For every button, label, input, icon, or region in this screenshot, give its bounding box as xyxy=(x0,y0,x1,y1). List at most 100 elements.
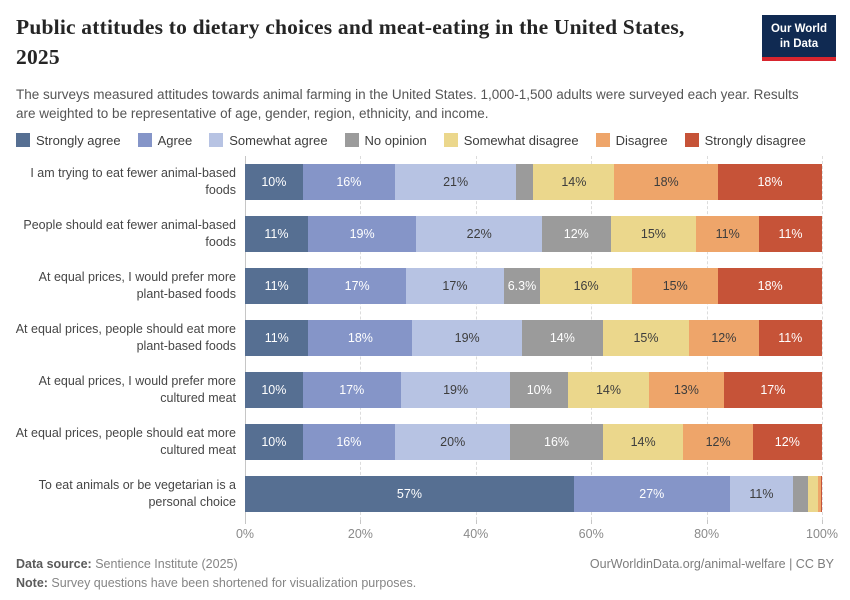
bar-segment-somewhat-disagree xyxy=(807,475,818,512)
row-label: I am trying to eat fewer animal-based fo… xyxy=(30,166,236,197)
legend-swatch-icon xyxy=(209,133,224,148)
category-labels: I am trying to eat fewer animal-based fo… xyxy=(14,156,245,544)
axis-tick-label: 100% xyxy=(806,526,838,541)
axis-tickmark xyxy=(591,519,593,524)
legend-item-strongly-agree: Strongly agree xyxy=(16,133,121,148)
bar-segment-somewhat-disagree: 15% xyxy=(602,319,690,356)
legend-item-strongly-disagree: Strongly disagree xyxy=(684,132,806,148)
bar-segment-strongly-agree: 11% xyxy=(245,319,309,356)
legend: Strongly agree Agree Somewhat agree No opin… xyxy=(0,133,850,148)
bar-row-1: 10% 16% 21% 14% 18% 18% xyxy=(245,156,822,208)
legend-label: Disagree xyxy=(615,132,668,148)
chart-subtitle: The surveys measured attitudes towards a… xyxy=(16,87,799,122)
owid-logo-line2: in Data xyxy=(779,37,819,50)
stacked-bar: 10% 16% 20% 16% 14% 12% 12% xyxy=(245,423,822,460)
legend-item-agree: Agree xyxy=(137,132,193,148)
bar-segment-strongly-disagree: 11% xyxy=(758,319,822,356)
legend-swatch-icon xyxy=(137,133,152,148)
note: Note: Survey questions have been shorten… xyxy=(16,576,416,590)
owid-logo: Our World in Data xyxy=(761,15,836,61)
footer: Data source: Sentience Institute (2025) … xyxy=(0,557,850,595)
bar-row-3: 11% 17% 17% 6.3% 16% 15% 18% xyxy=(245,260,822,312)
bar-segment-strongly-agree: 10% xyxy=(245,423,303,460)
page-title: Public attitudes to dietary choices and … xyxy=(16,15,685,69)
data-source-value: Sentience Institute (2025) xyxy=(95,556,238,571)
axis-tick-label: 80% xyxy=(694,526,720,541)
stacked-bar-chart: I am trying to eat fewer animal-based fo… xyxy=(0,155,850,544)
bar-segment-somewhat-agree: 19% xyxy=(412,319,522,356)
legend-item-somewhat-agree: Somewhat agree xyxy=(209,132,328,148)
axis-tick-label: 40% xyxy=(463,526,489,541)
row-label: At equal prices, people should eat more … xyxy=(15,322,236,353)
axis-tickmark xyxy=(475,519,477,524)
stacked-bar: 11% 17% 17% 6.3% 16% 15% 18% xyxy=(245,267,822,304)
bar-segment-somewhat-agree: 11% xyxy=(729,475,794,512)
bar-segment-somewhat-disagree: 14% xyxy=(568,371,649,408)
bar-segment-strongly-disagree: 12% xyxy=(752,423,822,460)
legend-item-somewhat-disagree: Somewhat disagree xyxy=(443,133,579,148)
stacked-bar: 11% 19% 22% 12% 15% 11% 11% xyxy=(245,215,822,252)
bar-segment-disagree: 12% xyxy=(689,319,759,356)
gridline xyxy=(822,155,823,520)
bar-segment-no-opinion: 6.3% xyxy=(503,267,541,304)
x-axis: 0% 20% 40% 60% 80% 100% xyxy=(236,519,838,544)
axis-tick-label: 60% xyxy=(578,526,604,541)
bar-segment-no-opinion: 16% xyxy=(510,423,603,460)
bar-segment-no-opinion xyxy=(516,163,534,200)
owid-logo-line1: Our World xyxy=(770,23,827,35)
bar-segment-agree: 18% xyxy=(308,319,413,356)
bar-segment-disagree: 18% xyxy=(614,163,719,200)
bar-segment-no-opinion xyxy=(793,475,808,512)
bar-segment-agree: 16% xyxy=(302,163,395,200)
bar-segment-somewhat-disagree: 14% xyxy=(602,423,684,460)
bar-segment-disagree: 13% xyxy=(648,371,724,408)
row-label: To eat animals or be vegetarian is a per… xyxy=(38,478,236,509)
bar-row-7: 57% 27% 11% xyxy=(245,468,822,520)
legend-item-disagree: Disagree xyxy=(595,132,668,148)
legend-swatch-icon xyxy=(684,133,699,148)
axis-tick-label: 20% xyxy=(347,526,373,541)
note-value: Survey questions have been shortened for… xyxy=(51,575,417,590)
bar-segment-somewhat-agree: 22% xyxy=(416,215,543,252)
bar-segment-disagree: 15% xyxy=(632,267,719,304)
row-label: People should eat fewer animal-based foo… xyxy=(23,218,236,249)
bar-segment-disagree: 11% xyxy=(696,215,760,252)
bar-segment-somewhat-disagree: 16% xyxy=(540,267,633,304)
bar-segment-somewhat-agree: 17% xyxy=(406,267,504,304)
data-source-label: Data source: xyxy=(16,556,96,571)
bar-row-5: 10% 17% 19% 10% 14% 13% 17% xyxy=(245,364,822,416)
legend-label: Somewhat agree xyxy=(229,132,328,148)
stacked-bar: 57% 27% 11% xyxy=(245,475,822,512)
bar-segment-strongly-agree: 57% xyxy=(245,475,574,512)
bar-segment-strongly-agree: 10% xyxy=(245,163,303,200)
bar-segment-somewhat-disagree: 15% xyxy=(610,215,697,252)
legend-swatch-icon xyxy=(344,133,359,148)
stacked-bar: 10% 16% 21% 14% 18% 18% xyxy=(245,163,822,200)
footer-left: Data source: Sentience Institute (2025) … xyxy=(16,557,416,595)
stacked-bar: 10% 17% 19% 10% 14% 13% 17% xyxy=(245,371,822,408)
bar-segment-somewhat-agree: 20% xyxy=(395,423,511,460)
axis-tickmark xyxy=(706,519,708,524)
bar-segment-strongly-agree: 11% xyxy=(245,267,309,304)
row-label: At equal prices, I would prefer more pla… xyxy=(38,270,236,301)
axis-tickmark xyxy=(822,519,823,524)
legend-swatch-icon xyxy=(443,133,458,148)
bar-segment-strongly-disagree: 11% xyxy=(759,215,822,252)
legend-label: Agree xyxy=(157,132,193,148)
bar-segment-strongly-disagree: 18% xyxy=(718,163,822,200)
bar-segment-agree: 17% xyxy=(308,267,407,304)
axis-tickmark xyxy=(245,519,246,524)
legend-swatch-icon xyxy=(16,133,30,148)
legend-label: No opinion xyxy=(364,132,427,148)
bar-row-4: 11% 18% 19% 14% 15% 12% 11% xyxy=(245,312,822,364)
plot-area: 10% 16% 21% 14% 18% 18% 11% 19% 22% 12% 15% 11% 11% 1… xyxy=(236,155,838,544)
legend-label: Strongly disagree xyxy=(704,132,806,148)
bar-segment-strongly-disagree xyxy=(820,475,822,512)
row-label: At equal prices, I would prefer more cul… xyxy=(38,374,236,405)
note-label: Note: xyxy=(16,575,52,590)
owid-citation-link[interactable]: OurWorldinData.org/animal-welfare | CC B… xyxy=(589,556,834,571)
axis-tickmark xyxy=(360,519,362,524)
bar-segment-no-opinion: 10% xyxy=(510,371,569,408)
bar-segment-agree: 19% xyxy=(307,215,417,252)
